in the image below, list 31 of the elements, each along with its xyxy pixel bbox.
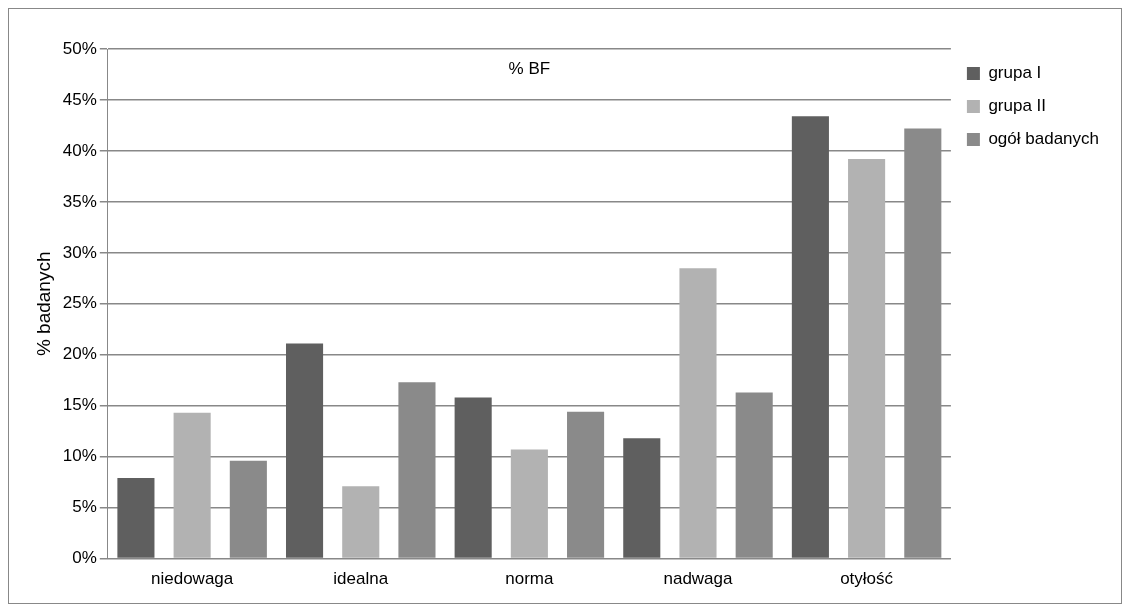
bar (848, 159, 886, 558)
y-tick-label: 5% (72, 497, 97, 517)
y-tick-label: 40% (62, 140, 97, 160)
bar (510, 449, 548, 558)
bar (173, 412, 211, 558)
y-tick-label: 45% (62, 89, 97, 109)
bar (342, 486, 380, 558)
y-tick-label: 35% (62, 191, 97, 211)
y-tick-label: 10% (62, 446, 97, 466)
x-tick-label: norma (505, 569, 554, 589)
y-tick-label: 50% (62, 38, 97, 58)
x-tick-label: niedowaga (151, 569, 234, 589)
legend-label: ogół badanych (988, 129, 1099, 149)
bar (286, 343, 324, 558)
y-axis-title: % badanych (32, 251, 54, 357)
legend-label: grupa I (988, 63, 1042, 83)
x-tick-label: otyłość (840, 569, 894, 589)
y-tick-label: 25% (62, 293, 97, 313)
bar (791, 116, 829, 558)
x-tick-label: nadwaga (663, 569, 734, 589)
bar (623, 438, 661, 558)
text: % BF (508, 58, 551, 78)
bar (679, 268, 717, 558)
y-tick-label: 0% (72, 548, 97, 568)
y-tick-label: 20% (62, 344, 97, 364)
bar (454, 397, 492, 558)
legend-label: grupa II (988, 96, 1047, 116)
y-tick-label: 15% (62, 395, 97, 415)
bar (117, 478, 155, 558)
y-tick-label: 30% (62, 242, 97, 262)
x-tick-label: idealna (333, 569, 389, 589)
